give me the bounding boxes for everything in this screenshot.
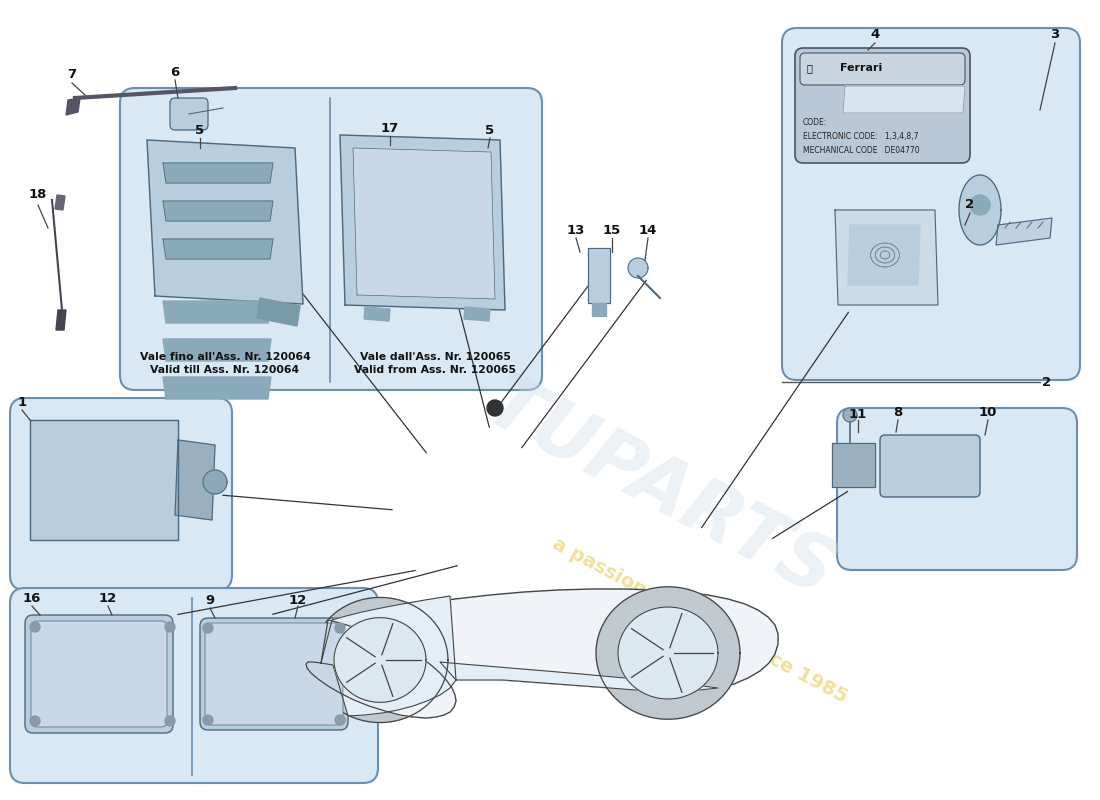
- FancyBboxPatch shape: [170, 98, 208, 130]
- Polygon shape: [66, 98, 80, 115]
- Text: 2: 2: [1042, 375, 1052, 389]
- Text: 12: 12: [99, 591, 117, 605]
- Text: 13: 13: [566, 223, 585, 237]
- Text: 17: 17: [381, 122, 399, 134]
- Text: CODE:: CODE:: [803, 118, 827, 127]
- Text: Ferrari: Ferrari: [840, 63, 882, 73]
- Polygon shape: [464, 307, 490, 321]
- FancyBboxPatch shape: [880, 435, 980, 497]
- FancyBboxPatch shape: [25, 615, 173, 733]
- Polygon shape: [843, 408, 857, 422]
- Text: 4: 4: [870, 29, 880, 42]
- Polygon shape: [996, 218, 1052, 245]
- Text: 9: 9: [206, 594, 214, 606]
- Polygon shape: [30, 420, 178, 540]
- Polygon shape: [204, 715, 213, 725]
- Text: 5: 5: [196, 123, 205, 137]
- Text: 8: 8: [893, 406, 903, 418]
- Polygon shape: [163, 301, 271, 323]
- Polygon shape: [321, 596, 456, 716]
- Polygon shape: [843, 86, 965, 113]
- Polygon shape: [165, 622, 175, 632]
- Polygon shape: [163, 377, 271, 399]
- Text: 6: 6: [170, 66, 179, 78]
- FancyBboxPatch shape: [795, 48, 970, 163]
- Text: 5: 5: [485, 123, 495, 137]
- Polygon shape: [440, 662, 718, 691]
- Polygon shape: [30, 716, 40, 726]
- FancyBboxPatch shape: [800, 53, 965, 85]
- Text: MECHANICAL CODE   DE04770: MECHANICAL CODE DE04770: [803, 146, 920, 155]
- Text: 10: 10: [979, 406, 998, 418]
- Polygon shape: [204, 623, 213, 633]
- Text: 14: 14: [639, 223, 657, 237]
- FancyBboxPatch shape: [10, 588, 378, 783]
- Polygon shape: [163, 239, 273, 259]
- FancyBboxPatch shape: [10, 398, 232, 590]
- Text: ELECTRONIC CODE:   1,3,4,8,7: ELECTRONIC CODE: 1,3,4,8,7: [803, 132, 918, 141]
- Text: 18: 18: [29, 189, 47, 202]
- Text: 2: 2: [966, 198, 975, 211]
- FancyBboxPatch shape: [31, 621, 167, 727]
- Text: 16: 16: [23, 591, 41, 605]
- Polygon shape: [163, 339, 271, 361]
- Polygon shape: [588, 248, 610, 303]
- Text: 11: 11: [849, 409, 867, 422]
- Polygon shape: [30, 622, 40, 632]
- Polygon shape: [487, 400, 503, 416]
- Polygon shape: [596, 586, 740, 719]
- Text: 7: 7: [67, 69, 77, 82]
- Text: 12: 12: [289, 594, 307, 606]
- Polygon shape: [364, 307, 390, 321]
- Polygon shape: [56, 310, 66, 330]
- Text: Vale fino all'Ass. Nr. 120064
Valid till Ass. Nr. 120064: Vale fino all'Ass. Nr. 120064 Valid till…: [140, 352, 310, 375]
- Polygon shape: [147, 140, 302, 304]
- Text: TUPARTS: TUPARTS: [473, 367, 847, 613]
- Polygon shape: [336, 715, 345, 725]
- Polygon shape: [353, 148, 495, 299]
- FancyBboxPatch shape: [782, 28, 1080, 380]
- Polygon shape: [835, 210, 938, 305]
- Polygon shape: [334, 618, 426, 702]
- Polygon shape: [175, 440, 214, 520]
- Polygon shape: [55, 195, 65, 210]
- Polygon shape: [248, 589, 778, 718]
- Polygon shape: [592, 303, 606, 316]
- Polygon shape: [970, 195, 990, 215]
- FancyBboxPatch shape: [120, 88, 542, 390]
- Polygon shape: [848, 225, 920, 285]
- Polygon shape: [628, 258, 648, 278]
- Text: a passion for parts since 1985: a passion for parts since 1985: [549, 534, 850, 706]
- Text: 🐎: 🐎: [807, 63, 813, 73]
- Text: 15: 15: [603, 223, 622, 237]
- Polygon shape: [165, 716, 175, 726]
- FancyBboxPatch shape: [837, 408, 1077, 570]
- Polygon shape: [163, 163, 273, 183]
- Polygon shape: [340, 135, 505, 310]
- FancyBboxPatch shape: [205, 623, 343, 725]
- Polygon shape: [257, 298, 300, 326]
- Text: 1: 1: [18, 395, 26, 409]
- Polygon shape: [832, 443, 875, 487]
- Text: 3: 3: [1050, 29, 1059, 42]
- Polygon shape: [306, 620, 456, 718]
- Text: Vale dall'Ass. Nr. 120065
Valid from Ass. Nr. 120065: Vale dall'Ass. Nr. 120065 Valid from Ass…: [354, 352, 516, 375]
- Polygon shape: [618, 607, 718, 699]
- Polygon shape: [312, 598, 448, 722]
- FancyBboxPatch shape: [200, 618, 348, 730]
- Polygon shape: [336, 623, 345, 633]
- Polygon shape: [959, 175, 1001, 245]
- Polygon shape: [163, 201, 273, 221]
- Polygon shape: [204, 470, 227, 494]
